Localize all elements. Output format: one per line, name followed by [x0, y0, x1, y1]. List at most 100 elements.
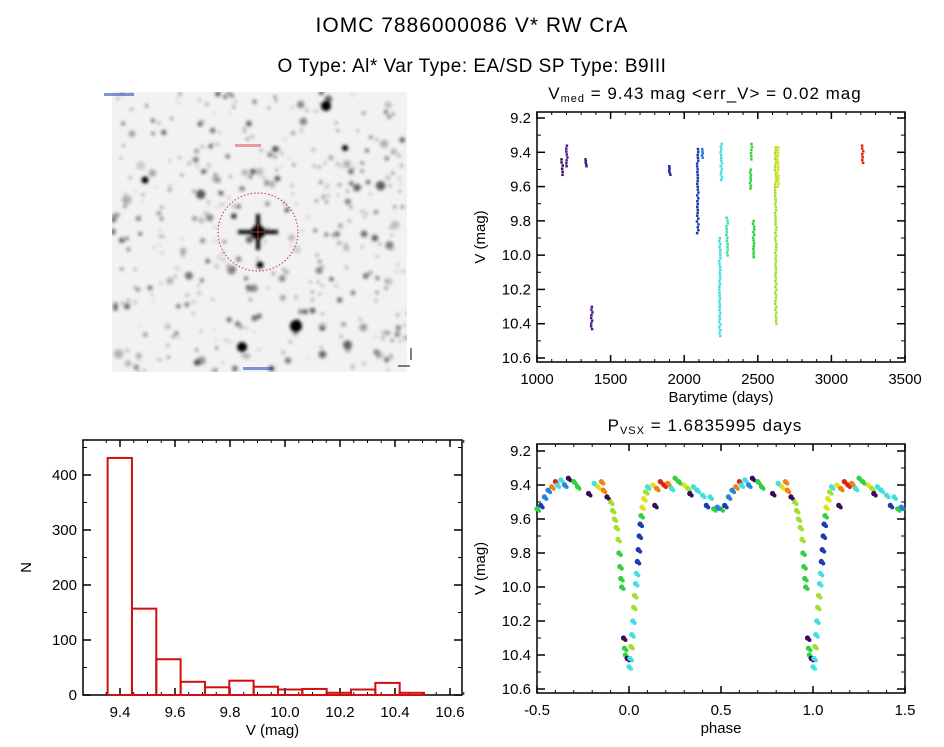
lc-point: [774, 214, 777, 217]
lc-point: [861, 150, 865, 153]
star: [177, 101, 180, 105]
lc-point: [696, 194, 699, 197]
star: [226, 317, 232, 323]
star: [385, 175, 391, 181]
lc-point: [774, 297, 778, 300]
lc-point: [565, 162, 568, 165]
star: [318, 293, 321, 296]
star: [271, 271, 276, 276]
lc-point: [752, 250, 755, 253]
phase-point: [818, 595, 823, 600]
lc-point: [752, 239, 755, 242]
lc-point: [718, 265, 722, 269]
star: [302, 309, 308, 315]
star: [283, 269, 290, 275]
phase-point: [641, 507, 646, 512]
lc-point: [749, 168, 753, 171]
lc-point: [752, 253, 755, 256]
lc-point: [774, 274, 777, 277]
star: [266, 286, 269, 289]
star: [178, 156, 181, 159]
star: [188, 162, 191, 165]
star: [324, 200, 329, 204]
hist-xtick-label: 10.0: [270, 704, 299, 721]
lc-point: [696, 211, 699, 215]
star: [398, 163, 402, 167]
phase-point: [640, 515, 645, 520]
lc-point: [773, 188, 777, 192]
star: [231, 271, 234, 274]
phase-point: [893, 496, 898, 501]
lc-point: [719, 254, 722, 257]
star: [162, 131, 167, 135]
lc-point: [695, 165, 699, 168]
lc-point: [589, 322, 593, 325]
page-title: IOMC 7886000086 V* RW CrA: [315, 14, 629, 37]
lc-point: [696, 150, 700, 154]
lc-point: [773, 157, 777, 161]
star: [203, 210, 209, 217]
star: [319, 326, 325, 331]
lc-point: [777, 163, 780, 166]
star: [246, 137, 249, 141]
lc-point: [748, 181, 752, 185]
star: [397, 153, 402, 158]
star: [293, 245, 301, 254]
lc-point: [726, 222, 729, 225]
lc-point: [726, 219, 729, 222]
lc-point: [774, 248, 778, 252]
star: [257, 313, 262, 319]
phase-point: [645, 491, 650, 496]
star: [247, 288, 251, 293]
star: [363, 273, 369, 279]
lc-point: [720, 167, 724, 171]
star: [287, 156, 290, 159]
lc-point: [860, 147, 864, 150]
phase-point: [804, 578, 809, 583]
lc-point: [749, 176, 752, 180]
lc-point: [719, 170, 723, 173]
star: [134, 190, 137, 193]
star: [162, 235, 164, 238]
star: [282, 351, 285, 354]
lc-point: [774, 205, 778, 209]
star: [289, 245, 292, 248]
lc-point: [718, 297, 722, 300]
star: [333, 283, 339, 289]
lc-point: [561, 170, 564, 173]
phase-point: [639, 536, 644, 540]
hist-bar: [398, 691, 426, 696]
lc-frame: [536, 111, 906, 363]
lc-point: [776, 185, 779, 189]
phase-title: PVSX = 1.6835995 days: [470, 416, 940, 437]
lc-point: [774, 223, 777, 226]
star: [365, 148, 369, 153]
star: [343, 242, 347, 246]
star: [213, 112, 216, 115]
star: [210, 367, 217, 372]
star: [373, 334, 377, 338]
lc-point: [750, 158, 753, 161]
bright-star: [342, 145, 348, 151]
phase-point: [629, 658, 634, 663]
lc-point: [774, 262, 777, 266]
lc-point: [725, 230, 729, 234]
star: [391, 112, 395, 116]
star: [282, 201, 287, 206]
star: [216, 240, 220, 244]
lc-point: [777, 146, 780, 149]
star: [266, 226, 269, 230]
star: [305, 109, 308, 112]
phase-point: [829, 491, 834, 496]
phase-point: [824, 515, 829, 520]
lc-point: [719, 153, 723, 157]
ph-title-rest: = 1.6835995 days: [644, 416, 803, 435]
star: [194, 148, 200, 154]
lc-point: [719, 323, 722, 326]
star: [218, 254, 221, 257]
star: [218, 191, 221, 194]
star: [321, 194, 326, 200]
target-circle: [217, 192, 299, 272]
lc-ytick-label: 10.2: [502, 281, 531, 298]
